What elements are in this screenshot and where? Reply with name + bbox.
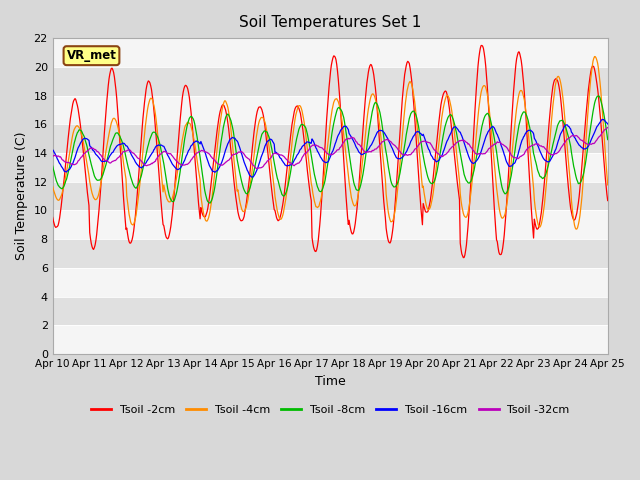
Legend: Tsoil -2cm, Tsoil -4cm, Tsoil -8cm, Tsoil -16cm, Tsoil -32cm: Tsoil -2cm, Tsoil -4cm, Tsoil -8cm, Tsoi… (86, 401, 574, 420)
Bar (52, 96, 608, 124)
Bar (52, 124, 608, 153)
Bar (52, 297, 608, 325)
Bar (52, 210, 608, 239)
Bar (52, 325, 608, 354)
Bar (52, 38, 608, 67)
Bar (52, 239, 608, 268)
Text: VR_met: VR_met (67, 49, 116, 62)
Bar (52, 268, 608, 297)
Bar (52, 182, 608, 210)
X-axis label: Time: Time (315, 374, 346, 387)
Bar (52, 153, 608, 182)
Y-axis label: Soil Temperature (C): Soil Temperature (C) (15, 132, 28, 260)
Bar (52, 67, 608, 96)
Title: Soil Temperatures Set 1: Soil Temperatures Set 1 (239, 15, 421, 30)
